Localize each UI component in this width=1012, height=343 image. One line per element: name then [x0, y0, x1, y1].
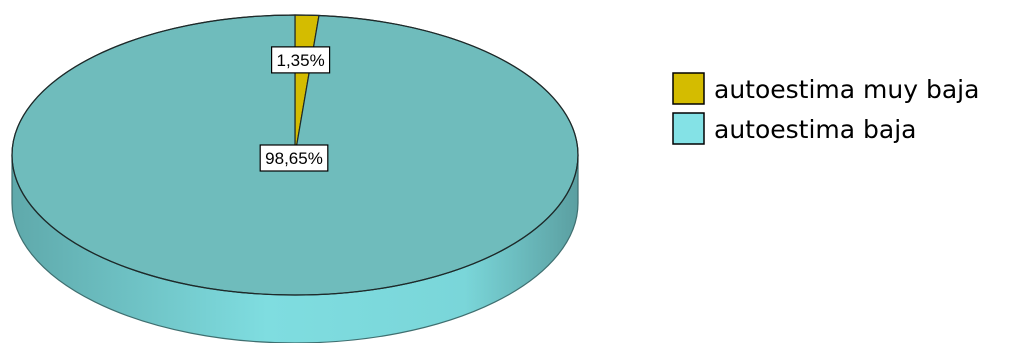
legend-label: autoestima muy baja — [714, 75, 979, 104]
data-label-box — [259, 144, 329, 172]
legend: autoestima muy baja autoestima baja — [672, 72, 979, 145]
pie-top-outline — [11, 14, 579, 296]
legend-item: autoestima muy baja — [672, 72, 979, 105]
data-label: 98,65% — [265, 149, 323, 168]
legend-label: autoestima baja — [714, 115, 917, 144]
legend-swatch — [672, 72, 705, 105]
data-label-group: 1,35% — [270, 46, 331, 74]
data-label-box — [270, 46, 331, 74]
data-label: 1,35% — [276, 51, 324, 70]
legend-swatch — [672, 112, 705, 145]
legend-item: autoestima baja — [672, 112, 917, 145]
data-label-group: 98,65% — [259, 144, 329, 172]
pie-layer: 1,35% 98,65% — [11, 14, 579, 343]
